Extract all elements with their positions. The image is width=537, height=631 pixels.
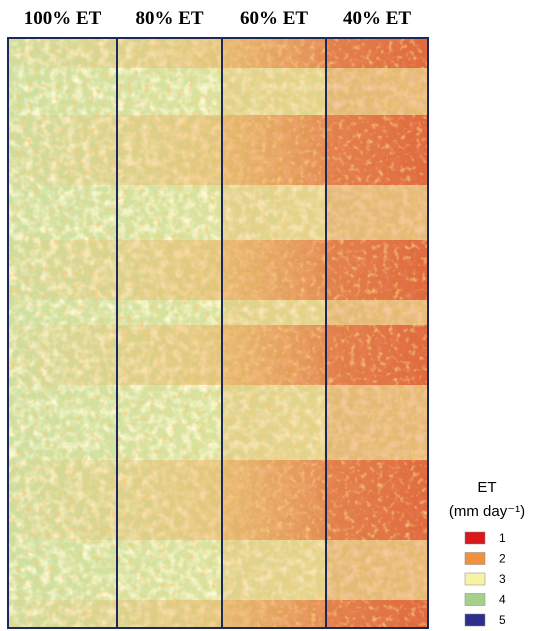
legend-swatch <box>464 572 486 586</box>
plot-borders <box>7 37 429 629</box>
legend-swatch <box>464 552 486 565</box>
legend-title: ET <box>477 479 496 496</box>
column-label: 100% ET <box>24 8 102 29</box>
legend-label: 4 <box>499 593 506 607</box>
column-label: 60% ET <box>240 8 308 29</box>
column-labels: 100% ET 80% ET 60% ET 40% ET <box>24 8 412 29</box>
legend-label: 1 <box>499 531 506 545</box>
column-label: 40% ET <box>343 8 411 29</box>
column-label: 80% ET <box>135 8 203 29</box>
legend-label: 5 <box>499 613 506 627</box>
legend-swatch <box>464 613 486 627</box>
legend-label: 2 <box>499 552 506 566</box>
legend-swatch <box>464 593 486 606</box>
legend-label: 3 <box>499 572 506 586</box>
legend-swatch <box>464 531 486 545</box>
legend: 1 2 3 4 5 <box>464 531 506 627</box>
et-map <box>8 38 428 628</box>
legend-unit: (mm day⁻¹) <box>449 503 525 520</box>
